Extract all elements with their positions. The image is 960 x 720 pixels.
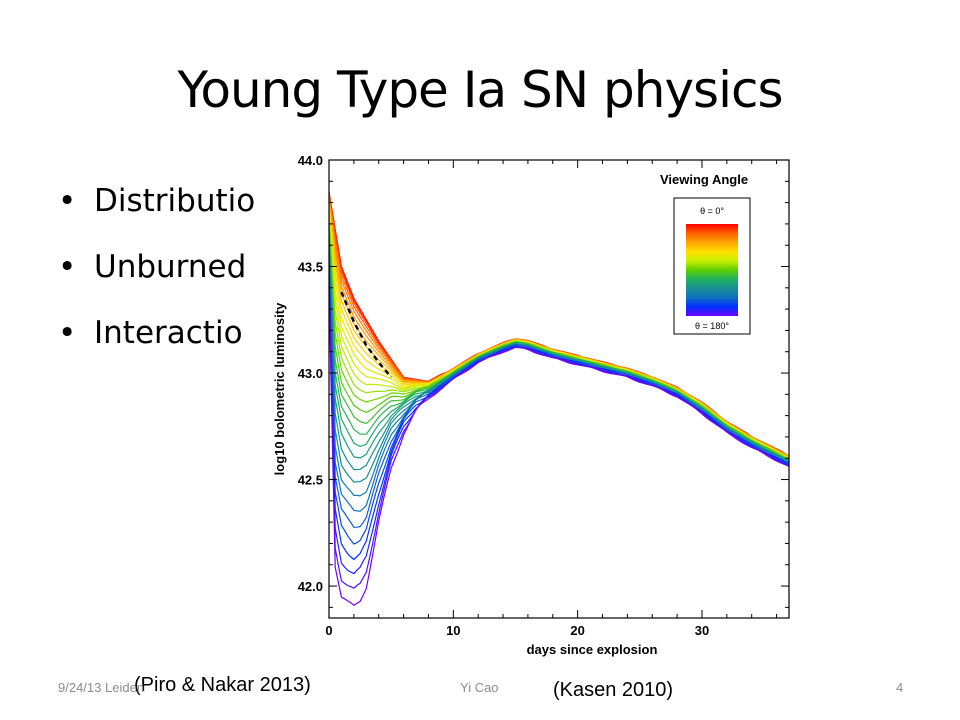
x-tick-label: 0 [325, 623, 332, 638]
footer-date: 9/24/13 Leiden [58, 680, 145, 695]
x-axis-label: days since explosion [527, 642, 658, 657]
bullet-icon: • [58, 315, 77, 351]
x-tick-label: 30 [695, 623, 709, 638]
legend-top-label: θ = 0° [700, 206, 724, 216]
slide-title: Young Type Ia SN physics [177, 61, 783, 119]
y-axis-label: log10 bolometric luminosity [272, 302, 287, 475]
bullet-item: • Distributio [58, 176, 255, 242]
bullet-text: Unburned [94, 249, 247, 285]
curve-group [329, 191, 789, 607]
page-number: 4 [896, 680, 904, 695]
y-tick-label: 43.5 [298, 260, 323, 275]
bullet-text: Interactio [94, 315, 243, 351]
legend-bottom-label: θ = 180° [695, 321, 729, 331]
footer-author: Yi Cao [460, 680, 499, 695]
light-curve-chart: 0 10 20 30 42.0 42.5 43.0 43.5 44.0 days since e… [272, 153, 790, 657]
legend-title: Viewing Angle [660, 172, 748, 187]
legend-colorbar [686, 224, 738, 316]
light-curve-figure: 0 10 20 30 42.0 42.5 43.0 43.5 44.0 days since e… [262, 148, 802, 664]
bullet-text: Distributio [94, 183, 256, 219]
y-tick-label: 42.5 [298, 473, 323, 488]
y-tick-label: 44.0 [298, 153, 323, 168]
bullet-item: • Unburned [58, 242, 255, 308]
bullet-list: • Distributio • Unburned • Interactio [58, 176, 255, 374]
x-tick-label: 10 [446, 623, 460, 638]
bullet-icon: • [58, 183, 77, 219]
y-tick-label: 42.0 [298, 579, 323, 594]
plot-frame [328, 159, 790, 619]
citation-left: (Piro & Nakar 2013) [134, 674, 311, 697]
legend: Viewing Angle θ = 0° θ = 180° [660, 172, 751, 335]
dashed-reference-curve [340, 291, 393, 379]
axes-group: 0 10 20 30 42.0 42.5 43.0 43.5 44.0 [298, 153, 789, 638]
bullet-item: • Interactio [58, 308, 255, 374]
y-tick-label: 43.0 [298, 366, 323, 381]
light-curve-29 [329, 289, 789, 607]
bullet-icon: • [58, 249, 77, 285]
x-tick-label: 20 [570, 623, 584, 638]
citation-right: (Kasen 2010) [553, 679, 674, 702]
